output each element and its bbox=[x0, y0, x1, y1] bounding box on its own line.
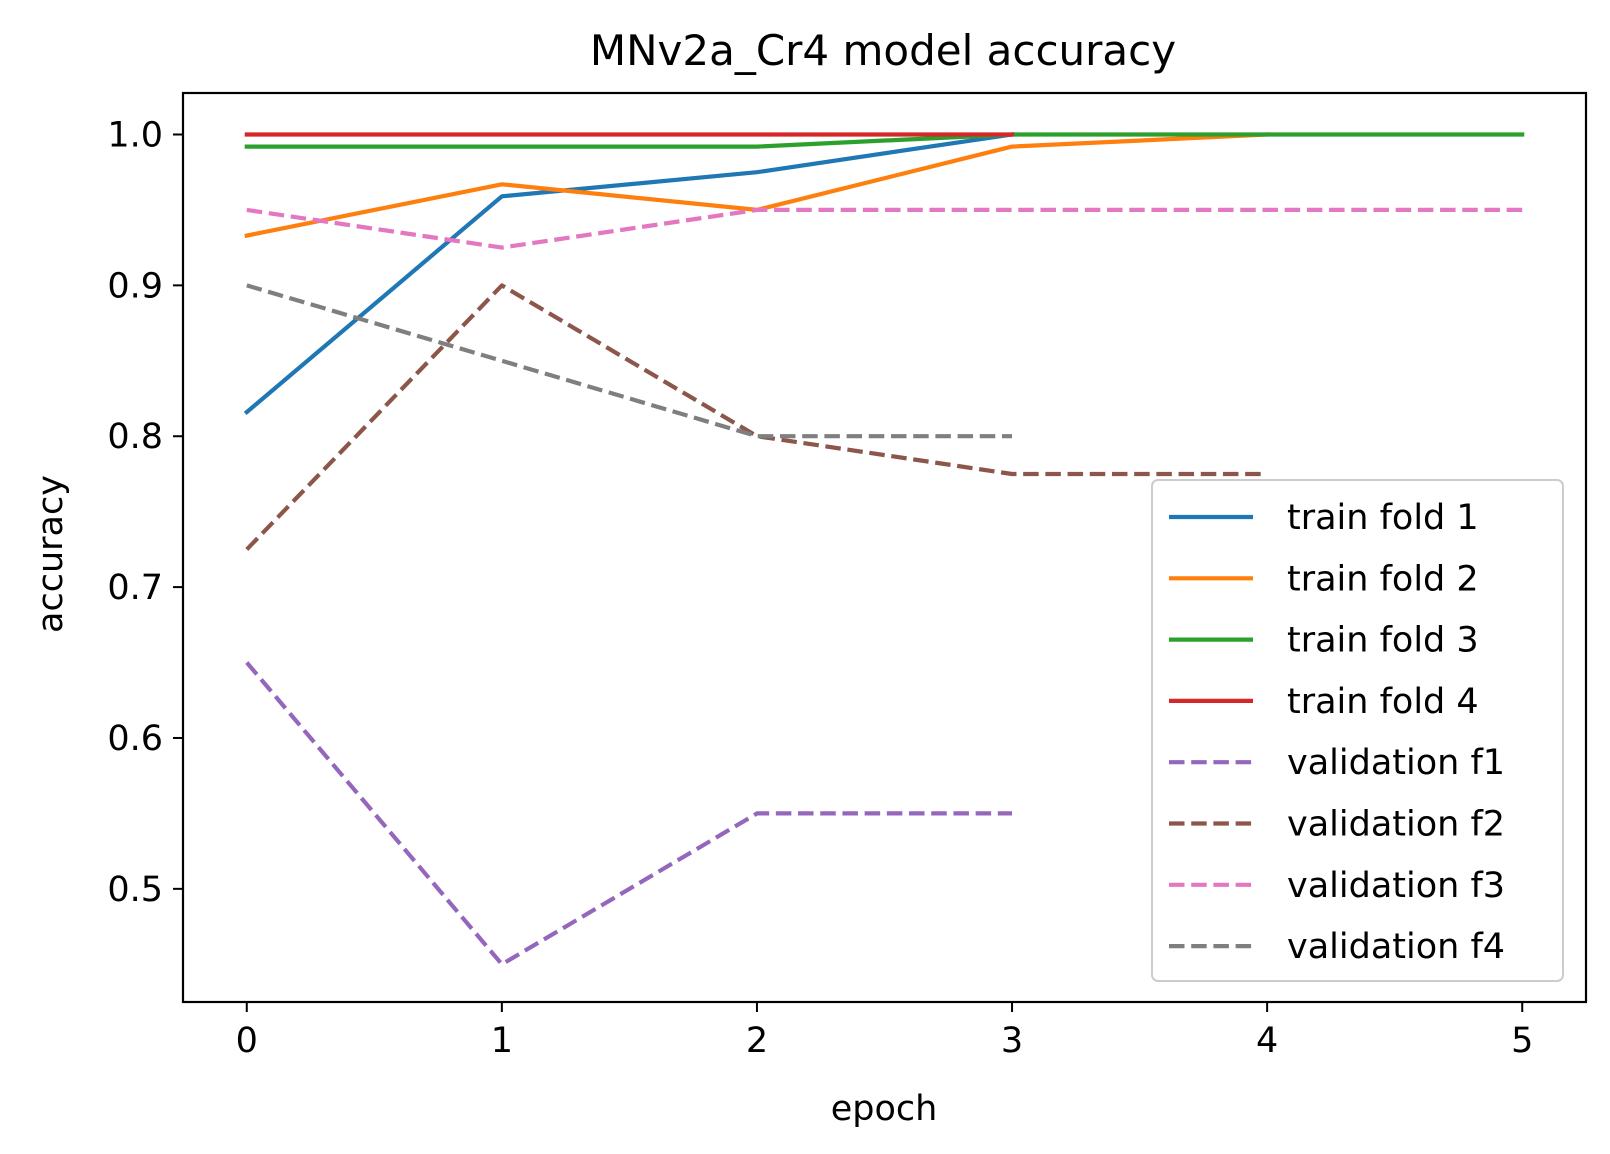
x-axis-label: epoch bbox=[831, 1089, 938, 1129]
y-tick-label: 0.8 bbox=[107, 417, 163, 457]
legend-label-3: train fold 3 bbox=[1287, 621, 1479, 661]
series-line-3 bbox=[244, 132, 1525, 149]
legend-label-2: train fold 2 bbox=[1287, 559, 1479, 599]
legend-label-1: train fold 1 bbox=[1287, 498, 1479, 538]
ticks-layer: 0 1 2 3 4 5 0.5 0.6 0.7 0.8 0.9 1.0 bbox=[107, 115, 1533, 1061]
y-tick-label: 1.0 bbox=[107, 115, 163, 155]
series-line-7 bbox=[246, 207, 1523, 250]
legend: train fold 1 train fold 2 train fold 3 trai… bbox=[1151, 479, 1564, 982]
series-line-5 bbox=[245, 661, 1012, 967]
x-tick-label: 3 bbox=[1001, 1021, 1023, 1061]
y-tick-label: 0.7 bbox=[107, 568, 163, 608]
legend-label-4: train fold 4 bbox=[1287, 682, 1479, 722]
legend-label-7: validation f3 bbox=[1287, 866, 1505, 906]
x-tick-label: 4 bbox=[1256, 1021, 1278, 1061]
y-axis-label: accuracy bbox=[31, 475, 71, 633]
legend-label-6: validation f2 bbox=[1287, 805, 1505, 845]
legend-label-5: validation f1 bbox=[1287, 743, 1505, 783]
series-layer bbox=[243, 132, 1525, 967]
legend-label-8: validation f4 bbox=[1287, 927, 1505, 967]
x-tick-label: 2 bbox=[746, 1021, 768, 1061]
x-tick-label: 0 bbox=[236, 1021, 258, 1061]
y-tick-label: 0.5 bbox=[107, 870, 163, 910]
y-tick-label: 0.9 bbox=[107, 266, 163, 306]
x-tick-label: 1 bbox=[491, 1021, 513, 1061]
x-tick-label: 5 bbox=[1511, 1021, 1533, 1061]
series-line-1 bbox=[243, 132, 1015, 416]
series-line-6 bbox=[245, 283, 1268, 551]
legend-frame bbox=[1151, 479, 1564, 982]
y-tick-label: 0.6 bbox=[107, 719, 163, 759]
plot-frame bbox=[181, 91, 1588, 1004]
chart-title: MNv2a_Cr4 model accuracy bbox=[590, 26, 1176, 75]
